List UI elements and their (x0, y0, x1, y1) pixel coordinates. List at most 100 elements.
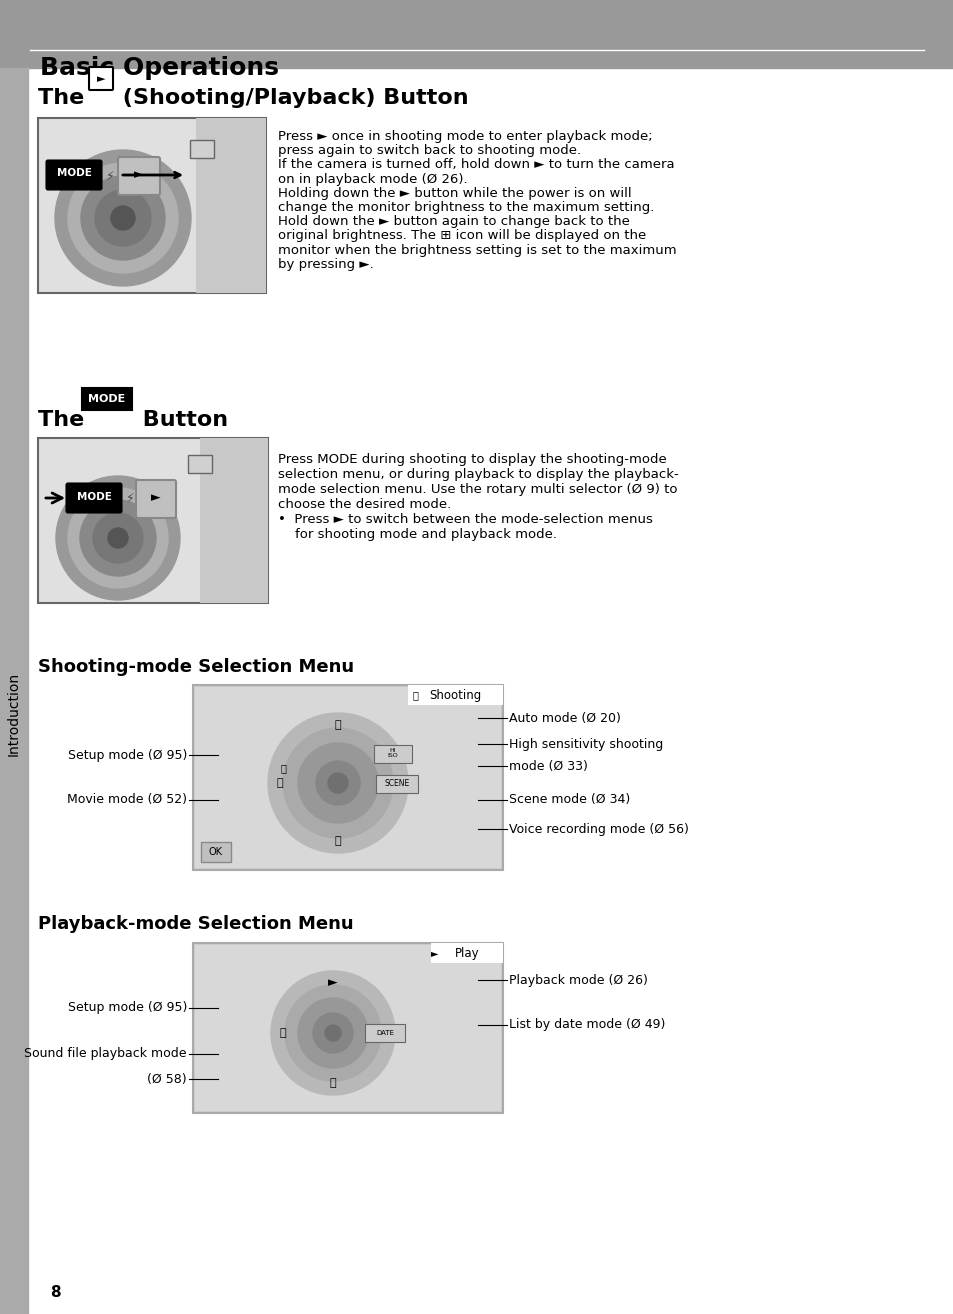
Text: mode selection menu. Use the rotary multi selector (Ø 9) to: mode selection menu. Use the rotary mult… (277, 484, 677, 495)
Bar (82, 388, 132, 410)
Text: OK: OK (209, 848, 223, 857)
Bar (195, 118, 266, 293)
Circle shape (285, 986, 380, 1081)
Text: Holding down the ► button while the power is on will: Holding down the ► button while the powe… (277, 187, 631, 200)
Circle shape (328, 773, 348, 794)
Text: Shooting-mode Selection Menu: Shooting-mode Selection Menu (38, 658, 354, 675)
Circle shape (297, 742, 377, 823)
Text: The: The (38, 88, 91, 108)
Text: ⚡: ⚡ (126, 491, 134, 505)
Circle shape (297, 999, 368, 1068)
Bar (38, 118, 266, 293)
Text: The: The (38, 410, 91, 430)
FancyBboxPatch shape (47, 160, 101, 189)
Text: Press ► once in shooting mode to enter playback mode;: Press ► once in shooting mode to enter p… (277, 130, 652, 143)
Text: Playback-mode Selection Menu: Playback-mode Selection Menu (38, 915, 354, 933)
Circle shape (268, 714, 408, 853)
Text: 🔧: 🔧 (276, 778, 283, 788)
Bar (190, 141, 213, 158)
Text: 📷: 📷 (412, 690, 417, 700)
Text: (Shooting/Playback) Button: (Shooting/Playback) Button (115, 88, 468, 108)
Text: 🔧: 🔧 (279, 1028, 286, 1038)
Text: Press MODE during shooting to display the shooting-mode: Press MODE during shooting to display th… (277, 453, 666, 466)
Text: 📷: 📷 (335, 720, 341, 731)
Text: If the camera is turned off, hold down ► to turn the camera: If the camera is turned off, hold down ►… (277, 159, 674, 171)
Text: ►: ► (431, 947, 438, 958)
Text: monitor when the brightness setting is set to the maximum: monitor when the brightness setting is s… (277, 243, 676, 256)
Text: SCENE: SCENE (384, 778, 409, 787)
Text: HI
ISO: HI ISO (387, 748, 398, 758)
Circle shape (95, 191, 151, 246)
Text: •  Press ► to switch between the mode-selection menus: • Press ► to switch between the mode-sel… (277, 512, 652, 526)
Text: by pressing ►.: by pressing ►. (277, 258, 374, 271)
Circle shape (271, 971, 395, 1095)
Text: DATE: DATE (375, 1030, 394, 1035)
Text: Voice recording mode (Ø 56): Voice recording mode (Ø 56) (509, 823, 688, 836)
Bar (188, 455, 212, 473)
Text: Introduction: Introduction (7, 671, 21, 756)
Text: Play: Play (455, 946, 478, 959)
Circle shape (283, 728, 393, 838)
Bar (408, 685, 502, 706)
Text: Playback mode (Ø 26): Playback mode (Ø 26) (509, 974, 647, 987)
Text: Shooting: Shooting (429, 689, 480, 702)
Text: on in playback mode (Ø 26).: on in playback mode (Ø 26). (277, 172, 467, 185)
Bar (200, 438, 268, 603)
Circle shape (315, 761, 359, 805)
Text: mode (Ø 33): mode (Ø 33) (509, 759, 587, 773)
Bar (194, 687, 500, 869)
Text: Sound file playback mode: Sound file playback mode (25, 1047, 187, 1060)
Text: choose the desired mode.: choose the desired mode. (277, 498, 451, 511)
Circle shape (55, 150, 191, 286)
Text: Auto mode (Ø 20): Auto mode (Ø 20) (509, 712, 620, 725)
Bar (375, 775, 417, 794)
Circle shape (80, 501, 156, 576)
Text: press again to switch back to shooting mode.: press again to switch back to shooting m… (277, 145, 580, 158)
Circle shape (111, 206, 135, 230)
Text: 🎤: 🎤 (335, 836, 341, 846)
Bar (38, 438, 268, 603)
Text: change the monitor brightness to the maximum setting.: change the monitor brightness to the max… (277, 201, 654, 214)
Text: Scene mode (Ø 34): Scene mode (Ø 34) (509, 794, 630, 807)
Bar (194, 945, 500, 1112)
Text: selection menu, or during playback to display the playback-: selection menu, or during playback to di… (277, 468, 678, 481)
Text: ►: ► (151, 491, 161, 505)
Text: ►: ► (328, 976, 337, 989)
Text: Movie mode (Ø 52): Movie mode (Ø 52) (67, 794, 187, 807)
Bar (193, 943, 502, 1113)
FancyBboxPatch shape (118, 156, 160, 194)
Bar (201, 842, 231, 862)
Text: Basic Operations: Basic Operations (40, 57, 278, 80)
Text: Button: Button (135, 410, 228, 430)
FancyBboxPatch shape (89, 67, 112, 89)
Circle shape (92, 512, 143, 562)
Text: ⚡: ⚡ (106, 170, 114, 183)
Circle shape (81, 176, 165, 260)
Circle shape (56, 476, 180, 600)
FancyBboxPatch shape (67, 484, 121, 512)
Text: (Ø 58): (Ø 58) (147, 1072, 187, 1085)
Circle shape (325, 1025, 340, 1041)
Text: Setup mode (Ø 95): Setup mode (Ø 95) (68, 1001, 187, 1014)
Text: MODE: MODE (76, 491, 112, 502)
Text: MODE: MODE (89, 394, 126, 403)
Bar (431, 943, 502, 963)
Bar (374, 745, 412, 763)
Text: 8: 8 (50, 1285, 61, 1300)
Text: Hold down the ► button again to change back to the: Hold down the ► button again to change b… (277, 215, 629, 229)
Bar (0, 68, 28, 1314)
Circle shape (68, 487, 168, 587)
Bar (0, 0, 953, 68)
Text: original brightness. The ⊞ icon will be displayed on the: original brightness. The ⊞ icon will be … (277, 230, 645, 242)
Bar (365, 1024, 405, 1042)
Text: MODE: MODE (56, 168, 91, 177)
Text: High sensitivity shooting: High sensitivity shooting (509, 737, 662, 750)
Circle shape (313, 1013, 353, 1053)
Text: ►: ► (96, 74, 105, 84)
Text: 🎥: 🎥 (280, 763, 286, 773)
Text: for shooting mode and playback mode.: for shooting mode and playback mode. (277, 528, 557, 541)
FancyBboxPatch shape (136, 480, 175, 518)
Text: Setup mode (Ø 95): Setup mode (Ø 95) (68, 749, 187, 762)
Text: List by date mode (Ø 49): List by date mode (Ø 49) (509, 1018, 664, 1031)
Circle shape (68, 163, 178, 273)
